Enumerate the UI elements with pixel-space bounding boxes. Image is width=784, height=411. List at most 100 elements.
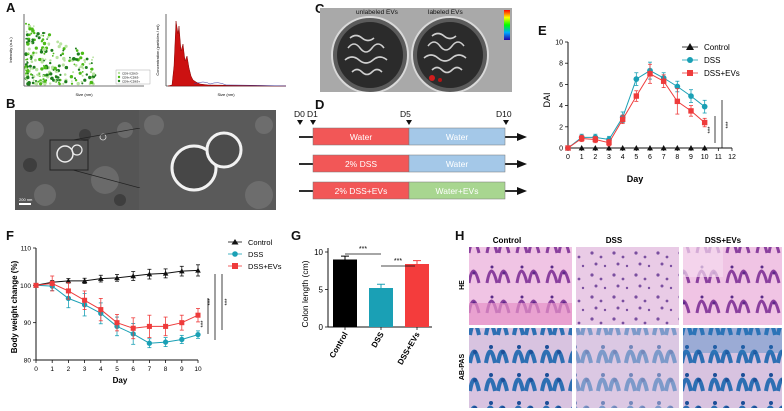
scatter-point [74, 64, 78, 67]
panel-f-label: F [6, 228, 14, 243]
scatter-point [75, 58, 78, 61]
panel-h-label: H [455, 228, 465, 243]
histo-row-he: HE [459, 280, 466, 290]
dai-significance: *** *** [708, 100, 732, 148]
em-overview-image: 200 nm [15, 110, 140, 210]
point-dss-evs [674, 98, 681, 105]
scatter-point [25, 41, 28, 44]
bw-sig-3: *** [225, 298, 231, 306]
point-control [195, 267, 201, 273]
scatter-point [38, 73, 41, 75]
point-dss-evs [578, 135, 585, 142]
scatter-point [31, 81, 35, 85]
x-tick-label: 8 [164, 366, 168, 373]
colon-ylabel: Colon length (cm) [300, 260, 310, 327]
scatter-point [26, 69, 30, 73]
scatter-point [75, 49, 79, 52]
scatter-point [31, 29, 35, 33]
scatter-legend: CD9-/CD63- CD9+/CD63- CD9+/CD63+ [117, 71, 140, 83]
panel-d-label: D [315, 97, 325, 112]
point-control [98, 275, 104, 281]
point-dss [701, 103, 708, 110]
x-tick-label: 2 [593, 154, 597, 161]
scatter-point [89, 70, 93, 74]
scatter-point [35, 67, 39, 72]
scatter-point [61, 52, 65, 55]
bw-legend-dss-evs: DSS+EVs [248, 262, 282, 271]
scale-bar-label: 200 nm [19, 197, 33, 202]
point-dss [146, 340, 153, 346]
bw-legend: Control DSS DSS+EVs [228, 238, 282, 271]
scatter-point [77, 68, 81, 71]
point-dss-evs [660, 78, 667, 84]
histology-grid: Control DSS DSS+EVs HE AB-PAS [459, 236, 782, 408]
scatter-point [27, 52, 30, 54]
y-tick-label: 0 [319, 323, 324, 332]
x-tick-label: 12 [728, 154, 736, 161]
scatter-point [37, 36, 41, 40]
scatter-point [33, 25, 35, 27]
scatter-point [40, 49, 43, 51]
he-dss-image [576, 247, 679, 325]
bw-legend-dss: DSS [248, 250, 263, 259]
scatter-point [74, 47, 77, 50]
bw-legend-control: Control [248, 238, 273, 247]
scatter-point [49, 61, 52, 65]
scatter-point [40, 34, 43, 37]
scatter-point [42, 74, 45, 78]
scatter-point [72, 57, 76, 61]
scatter-point [76, 52, 80, 56]
row2-second-label: Water [446, 159, 469, 169]
bar-control [333, 259, 357, 327]
point-dss [688, 93, 694, 99]
point-dss-evs [688, 108, 694, 114]
scatter-point [56, 40, 60, 44]
point-dss [195, 331, 201, 338]
scatter-point [52, 52, 55, 55]
scatter-point [45, 73, 49, 77]
scatter-point [30, 73, 33, 76]
scatter-point [49, 82, 52, 85]
scatter-point [32, 51, 35, 55]
row1-first-label: Water [350, 132, 373, 142]
point-dss-evs [179, 320, 185, 326]
scatter-point [78, 71, 82, 75]
point-dss [633, 76, 640, 82]
panel-a-label: A [6, 0, 16, 15]
scatter-point [69, 75, 74, 79]
x-tick-label: 1 [580, 154, 584, 161]
scatter-point [47, 36, 50, 39]
x-tick-label: 3 [83, 366, 87, 373]
x-tick-label: 5 [634, 154, 638, 161]
x-tick-label: 8 [675, 154, 679, 161]
x-tick-label: 10 [194, 366, 202, 373]
scatter-point [25, 37, 28, 40]
category-label-control: Control [328, 331, 350, 360]
scatter-point [55, 55, 59, 60]
scatter-point [31, 76, 34, 79]
scatter-point [34, 82, 39, 86]
scatter-point [37, 80, 40, 83]
scatter-point [36, 73, 39, 76]
scatter-point [26, 61, 29, 63]
scatter-point [53, 66, 57, 70]
scatter-point [40, 57, 44, 62]
scatter-point [34, 46, 38, 50]
scatter-legend-1: CD9-/CD63- [122, 71, 139, 75]
scatter-point [76, 81, 80, 86]
scatter-legend-3: CD9+/CD63+ [122, 79, 140, 83]
point-dss-evs [98, 307, 104, 313]
scatter-point [85, 73, 89, 76]
body-weight-chart: Body weight change (%) Day 80 90 100 110 0 1 2… [10, 238, 282, 385]
point-dss-evs [49, 280, 55, 286]
bw-significance: *** *** *** [201, 274, 231, 340]
point-control [674, 145, 681, 151]
schedule-rows: Water Water 2% DSS Water 2% DSS+EVs Wate… [299, 127, 527, 200]
scatter-point [50, 48, 54, 52]
dai-xlabel: Day [627, 174, 644, 184]
scatter-point [47, 33, 52, 37]
scatter-point [28, 27, 32, 31]
y-tick-label: 100 [20, 283, 31, 290]
scatter-point [57, 64, 61, 68]
scatter-point [59, 73, 62, 76]
